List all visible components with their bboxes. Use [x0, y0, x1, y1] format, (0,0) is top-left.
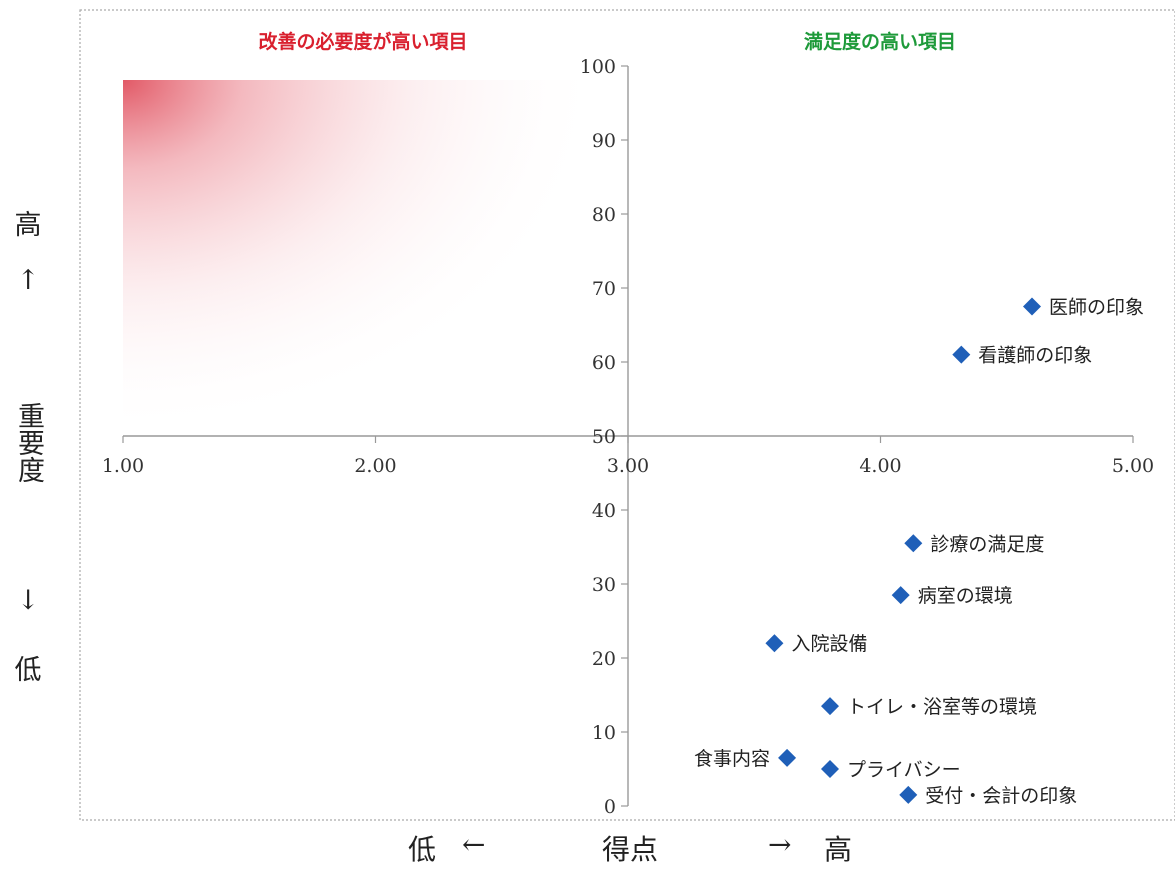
y-tick-label: 70: [592, 278, 616, 300]
y-tick-label: 90: [592, 130, 616, 152]
y-tick-label: 100: [580, 56, 616, 78]
data-point-label: 医師の印象: [1049, 297, 1144, 319]
chart-frame: [79, 9, 1175, 821]
y-tick-label: 50: [592, 426, 616, 448]
data-point-label: 食事内容: [694, 748, 770, 770]
y-tick-label: 10: [592, 722, 616, 744]
x-tick-label: 1.00: [102, 455, 144, 477]
y-tick-label: 30: [592, 574, 616, 596]
data-point-marker: [891, 586, 910, 605]
data-point-marker: [899, 785, 918, 804]
y-side-up-arrow: ↑: [16, 265, 40, 296]
x-tick-label: 5.00: [1112, 455, 1154, 477]
y-tick-label: 60: [592, 352, 616, 374]
data-point-label: 病室の環境: [918, 585, 1013, 607]
data-point-label: 診療の満足度: [930, 533, 1044, 555]
data-point-label: トイレ・浴室等の環境: [847, 696, 1037, 718]
y-side-label: 重要度: [13, 401, 44, 483]
data-point-marker: [765, 634, 784, 653]
data-point-label: プライバシー: [847, 759, 961, 781]
quadrant-label-improvement: 改善の必要度が高い項目: [258, 30, 467, 53]
data-point-label: 看護師の印象: [978, 345, 1092, 367]
y-side-low: 低: [14, 655, 42, 686]
data-point-marker: [778, 748, 797, 767]
x-tick-label: 2.00: [354, 455, 396, 477]
improvement-zone-shading: [123, 80, 603, 435]
x-footer-low: 低: [408, 833, 437, 866]
data-point-marker: [821, 697, 839, 716]
data-point-marker: [821, 760, 839, 778]
y-side-down-arrow: ↓: [16, 585, 40, 616]
x-tick-label: 4.00: [859, 455, 901, 477]
data-point-marker: [952, 345, 971, 364]
x-tick-label: 3.00: [607, 455, 649, 477]
x-footer-right-arrow: →: [768, 828, 792, 861]
data-point-label: 入院設備: [791, 633, 867, 655]
data-point-marker: [904, 534, 923, 553]
x-footer-high: 高: [824, 833, 853, 866]
y-tick-label: 80: [592, 204, 616, 226]
y-tick-label: 20: [592, 648, 616, 670]
y-tick-label: 40: [592, 500, 616, 522]
data-point-marker: [1023, 297, 1041, 316]
y-tick-label: 0: [604, 796, 616, 818]
quadrant-label-satisfied: 満足度の高い項目: [804, 30, 956, 53]
y-side-high: 高: [14, 210, 42, 241]
data-point-label: 受付・会計の印象: [925, 785, 1077, 807]
x-footer-left-arrow: ←: [462, 828, 486, 861]
x-footer-label: 得点: [602, 833, 659, 866]
